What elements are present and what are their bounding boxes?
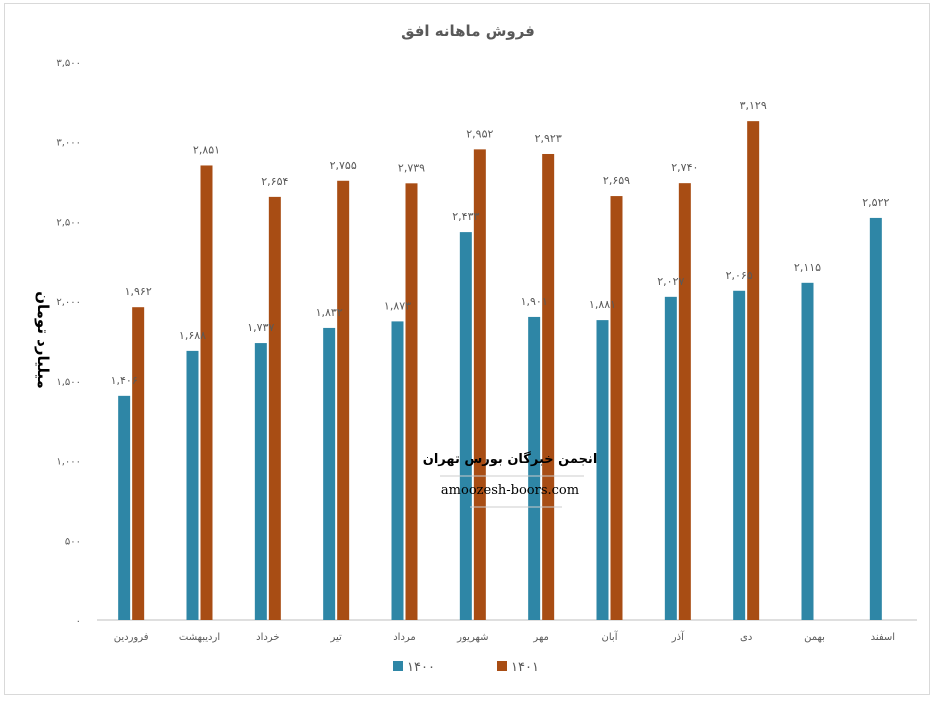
bar-۱۴۰۱-2 [200, 165, 213, 620]
y-tick-label: ۱,۵۰۰ [56, 377, 81, 388]
bar-۱۴۰۱-9 [678, 183, 691, 620]
watermark: انجمن خبرگان بورس تهران amoozesh-boors.c… [423, 451, 598, 508]
bar-۱۴۰۰-6 [459, 232, 472, 620]
bar-۱۴۰۰-4 [323, 327, 336, 620]
x-tick-label: اسفند [871, 632, 895, 643]
data-label: ۲,۰۶۵ [726, 269, 753, 282]
y-tick-label: ۳,۰۰۰ [56, 138, 81, 149]
legend-swatch-1400 [393, 661, 403, 671]
watermark-title: انجمن خبرگان بورس تهران [423, 451, 598, 467]
data-label: ۳,۱۲۹ [740, 99, 767, 112]
x-tick-label: تیر [330, 632, 343, 643]
y-tick-label: ۲,۰۰۰ [56, 297, 81, 308]
data-label: ۲,۶۵۴ [261, 175, 288, 188]
bar-۱۴۰۱-1 [132, 307, 145, 620]
data-label: ۲,۷۵۵ [330, 159, 357, 172]
data-label: ۱,۹۶۲ [125, 285, 152, 298]
data-label: ۱,۷۳۷ [247, 321, 274, 334]
bar-۱۴۰۰-12 [869, 217, 882, 620]
data-label: ۲,۰۲۷ [657, 275, 684, 288]
bar-۱۴۰۰-3 [254, 343, 267, 620]
data-label: ۱,۸۸۱ [589, 298, 616, 311]
bar-۱۴۰۱-4 [337, 180, 350, 620]
bar-۱۴۰۰-1 [118, 395, 131, 620]
x-tick-label: مرداد [393, 632, 416, 643]
y-axis-label: میلیارد تومان [34, 291, 52, 389]
x-tick-label: شهریور [456, 632, 488, 643]
x-tick-label: مهر [532, 632, 548, 643]
bar-۱۴۰۱-6 [473, 149, 486, 620]
bar-۱۴۰۰-11 [801, 282, 814, 620]
x-tick-label: خرداد [256, 632, 279, 643]
bar-۱۴۰۰-8 [596, 320, 609, 620]
x-tick-label: اردیبهشت [179, 632, 220, 643]
data-label: ۲,۹۲۳ [535, 132, 562, 145]
data-label: ۲,۶۵۹ [603, 174, 630, 187]
bar-۱۴۰۰-9 [664, 296, 677, 620]
y-axis-ticks: ۰ ۵۰۰ ۱,۰۰۰ ۱,۵۰۰ ۲,۰۰۰ ۲,۵۰۰ ۳,۰۰۰ ۳,۵۰۰ [56, 58, 81, 627]
legend-label-1401: ۱۴۰۱ [511, 660, 539, 675]
data-label: ۱,۸۳۲ [316, 306, 343, 319]
bar-۱۴۰۰-7 [528, 316, 541, 620]
data-label: ۲,۹۵۲ [466, 127, 493, 140]
legend: ۱۴۰۰ ۱۴۰۱ [393, 660, 539, 675]
y-tick-label: ۳,۵۰۰ [56, 58, 81, 69]
data-label: ۱,۴۰۶ [111, 374, 138, 387]
x-tick-label: بهمن [804, 632, 825, 643]
bar-۱۴۰۰-10 [733, 290, 746, 620]
data-label: ۲,۴۳۳ [452, 210, 479, 223]
watermark-url: amoozesh-boors.com [441, 483, 579, 498]
bar-۱۴۰۱-10 [747, 121, 760, 620]
bar-۱۴۰۱-5 [405, 183, 418, 621]
x-axis-ticks: فروردین اردیبهشت خرداد تیر مرداد شهریور مهر آبا… [114, 630, 895, 643]
x-tick-label: فروردین [114, 632, 149, 643]
data-labels-group: ۱,۴۰۶ ۱,۶۸۸ ۱,۷۳۷ ۱,۸۳۲ ۱,۸۷۳ ۲,۴۳۳ ۱,۹۰۱ ۱,۸۸۱… [111, 99, 890, 387]
y-tick-label: ۵۰۰ [65, 536, 81, 547]
legend-label-1400: ۱۴۰۰ [407, 660, 435, 675]
legend-swatch-1401 [497, 661, 507, 671]
x-tick-label: آذر [671, 630, 685, 643]
bar-۱۴۰۱-8 [610, 196, 623, 621]
data-label: ۲,۵۲۲ [862, 196, 889, 209]
data-label: ۱,۶۸۸ [179, 329, 206, 342]
bar-۱۴۰۱-3 [268, 196, 281, 620]
data-label: ۲,۸۵۱ [193, 143, 220, 156]
y-tick-label: ۲,۵۰۰ [56, 217, 81, 228]
bars-group [118, 121, 882, 621]
data-label: ۲,۷۴۰ [671, 161, 698, 174]
x-tick-label: دی [740, 632, 752, 643]
bar-۱۴۰۰-5 [391, 321, 404, 620]
data-label: ۲,۱۱۵ [794, 261, 821, 274]
data-label: ۱,۹۰۱ [521, 295, 548, 308]
chart-title: فروش ماهانه افق [401, 22, 535, 40]
bar-۱۴۰۱-7 [542, 153, 555, 620]
data-label: ۲,۷۳۹ [398, 161, 425, 174]
x-tick-label: آبان [602, 630, 619, 643]
data-label: ۱,۸۷۳ [384, 299, 411, 312]
y-tick-label: ۰ [76, 616, 81, 627]
bar-۱۴۰۰-2 [186, 350, 199, 620]
y-tick-label: ۱,۰۰۰ [56, 457, 81, 468]
